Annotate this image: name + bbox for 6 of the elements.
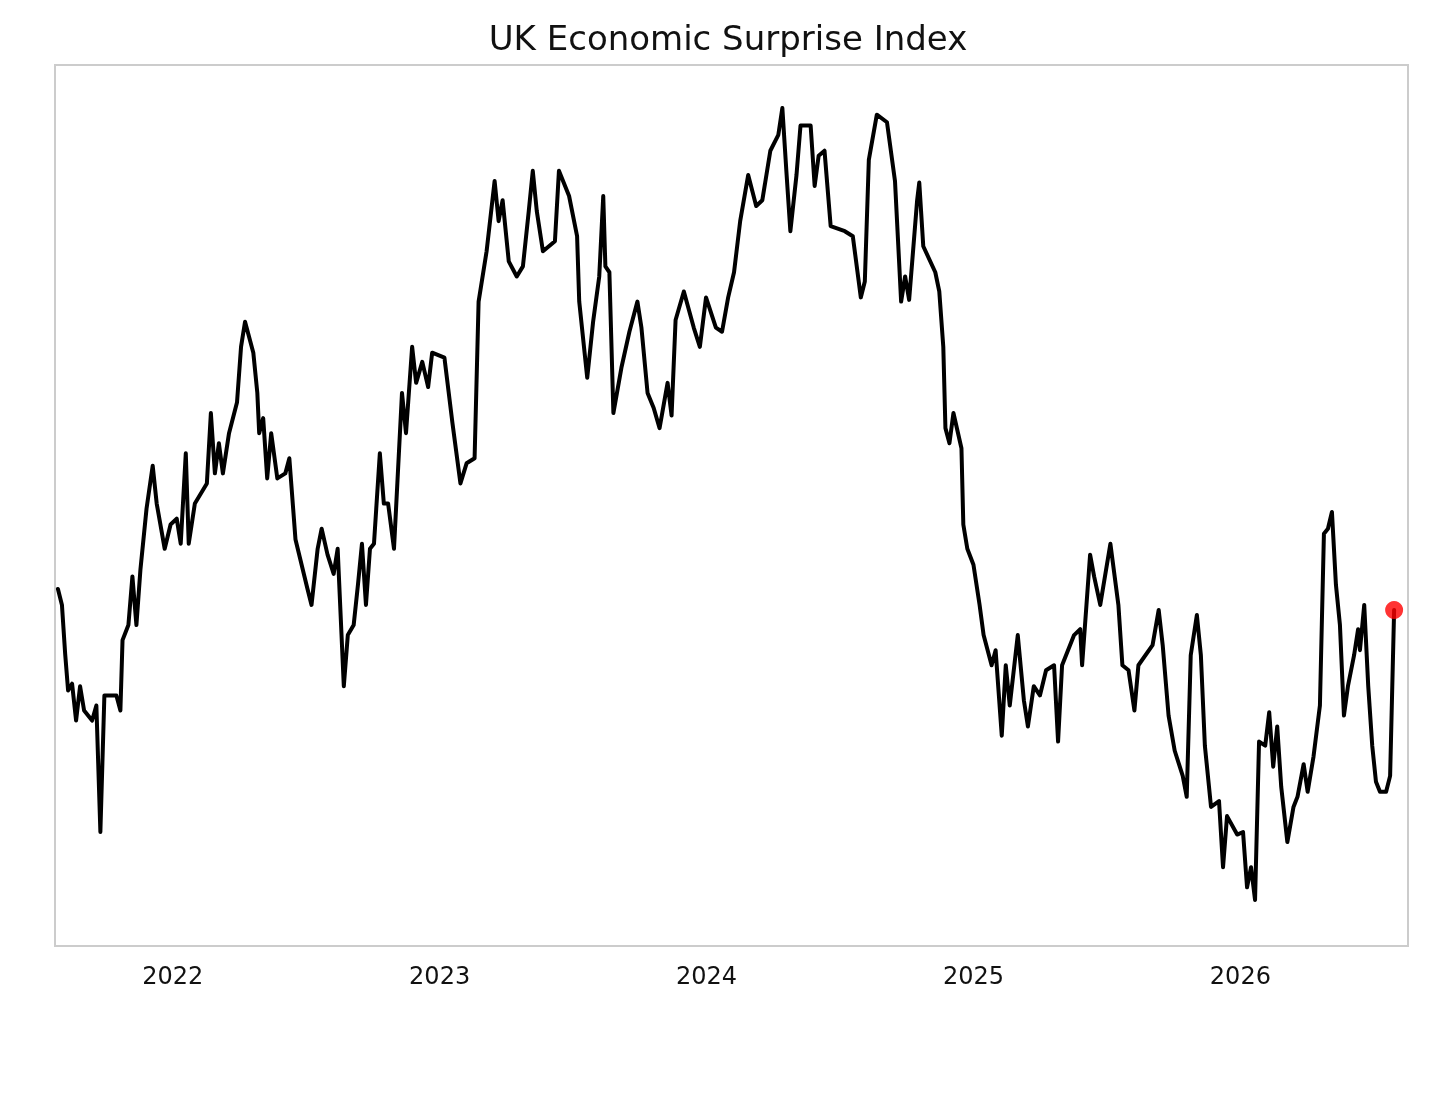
x-tick-label: 2026 bbox=[1209, 962, 1271, 990]
x-tick-label: 2025 bbox=[942, 962, 1004, 990]
x-tick-label: 2022 bbox=[142, 962, 204, 990]
x-tick-label: 2023 bbox=[409, 962, 471, 990]
x-tick-label: 2024 bbox=[676, 962, 738, 990]
chart-title: UK Economic Surprise Index bbox=[488, 18, 968, 58]
